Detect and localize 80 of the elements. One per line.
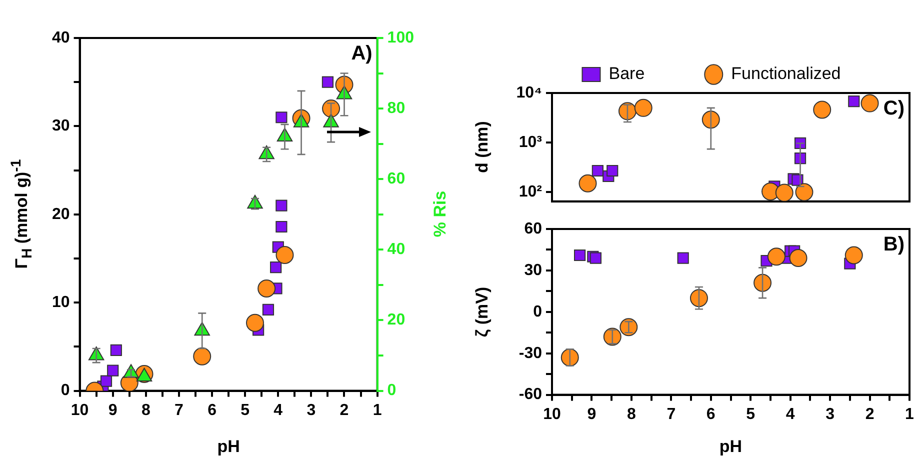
- legend-label: Bare: [608, 64, 645, 84]
- annotation: B): [883, 234, 904, 256]
- y-tick-label: 10³: [518, 134, 542, 151]
- point: [193, 347, 212, 366]
- point: [634, 98, 652, 117]
- y-tick-label: 30: [524, 262, 542, 279]
- y2-tick-label: 40: [387, 241, 406, 258]
- x-tick-label: 8: [626, 406, 636, 423]
- y-tick-label: 10⁴: [516, 84, 542, 102]
- x-tick-label: 4: [274, 402, 283, 419]
- point: [767, 248, 786, 266]
- x-axis-title: pH: [217, 437, 240, 456]
- annotation: C): [883, 98, 904, 120]
- point: [276, 200, 288, 212]
- x-tick-label: 1: [372, 402, 382, 419]
- x-tick-label: 10: [543, 406, 561, 423]
- y2-tick-label: 60: [387, 170, 406, 188]
- x-tick-label: 3: [826, 406, 835, 423]
- point: [107, 364, 119, 376]
- point: [620, 318, 638, 336]
- x-tick-label: 5: [240, 402, 250, 419]
- x-tick-label: 2: [865, 406, 874, 423]
- y-tick-label: -60: [518, 386, 542, 404]
- point: [813, 100, 832, 119]
- y-tick-label: 40: [52, 29, 70, 46]
- point: [789, 249, 808, 268]
- point: [100, 375, 112, 387]
- point: [276, 246, 294, 264]
- x-tick-label: 7: [666, 406, 676, 423]
- point: [262, 304, 274, 316]
- point: [860, 94, 879, 112]
- y-axis-title: d (nm): [472, 121, 492, 174]
- x-tick-label: 10: [70, 402, 89, 419]
- point: [677, 252, 689, 264]
- annotation: A): [351, 42, 372, 65]
- y2-axis-title: % Ris: [430, 191, 450, 238]
- point: [795, 183, 814, 202]
- point: [606, 164, 618, 177]
- point: [110, 344, 122, 356]
- y-tick-label: 10: [52, 294, 70, 312]
- y-tick-label: -30: [518, 344, 542, 362]
- y-tick-label: 60: [524, 220, 542, 238]
- point: [844, 246, 863, 264]
- point: [848, 96, 860, 108]
- x-tick-label: 9: [587, 406, 596, 423]
- y-tick-label: 20: [52, 206, 70, 223]
- point: [276, 220, 288, 233]
- point: [258, 279, 276, 298]
- y-tick-label: 10²: [518, 184, 542, 201]
- y-axis-title: ζ (mV): [472, 286, 492, 338]
- x-tick-label: 7: [174, 402, 184, 419]
- y2-tick-label: 100: [387, 29, 414, 46]
- point: [322, 76, 334, 88]
- y-tick-label: 0: [60, 382, 70, 400]
- x-tick-label: 3: [306, 402, 316, 419]
- point: [270, 262, 282, 274]
- legend-label: Functionalized: [731, 64, 841, 84]
- point: [754, 274, 772, 292]
- point: [574, 249, 586, 262]
- point: [276, 112, 288, 124]
- point: [690, 289, 708, 308]
- point: [578, 174, 597, 192]
- y-tick-label: 30: [52, 118, 70, 135]
- x-tick-label: 8: [141, 402, 150, 419]
- x-tick-label: 5: [746, 406, 756, 423]
- x-tick-label: 1: [905, 406, 914, 423]
- point: [592, 164, 604, 177]
- x-tick-label: 2: [340, 402, 349, 419]
- y-tick-label: 0: [533, 303, 542, 320]
- x-tick-label: 4: [786, 406, 795, 423]
- x-tick-label: 9: [108, 402, 118, 419]
- y2-tick-label: 80: [387, 100, 406, 117]
- point: [590, 252, 602, 264]
- x-tick-label: 6: [706, 406, 716, 423]
- point: [246, 314, 264, 332]
- x-axis-title: pH: [719, 437, 742, 456]
- y2-tick-label: 0: [387, 382, 396, 400]
- y2-tick-label: 20: [387, 312, 406, 329]
- point: [775, 184, 794, 202]
- x-tick-label: 6: [208, 402, 217, 419]
